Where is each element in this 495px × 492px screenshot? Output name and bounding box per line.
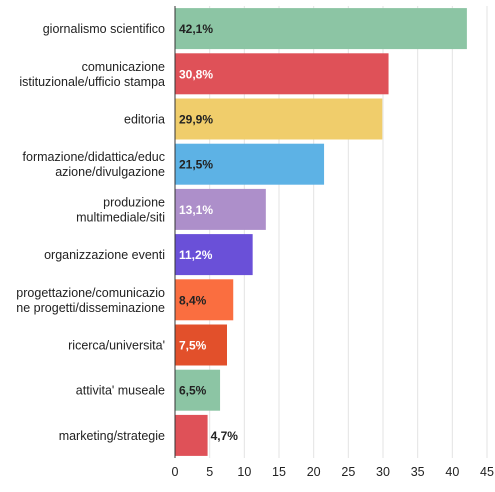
category-label: ricerca/universita' (68, 339, 165, 353)
data-label: 21,5% (179, 158, 213, 172)
value-labels: 42,1% 30,8% 29,9% 21,5% 13,1% 11,2% 8,4% 7,5% 6,… (179, 22, 238, 443)
category-label: comunicazione istituzionale/ufficio stamp… (19, 60, 165, 89)
x-tick-label: 20 (307, 465, 321, 479)
data-label: 7,5% (179, 339, 207, 353)
chart-bars (175, 8, 467, 456)
bar (175, 188, 266, 230)
x-tick-label: 35 (411, 465, 425, 479)
x-tick-label: 45 (480, 465, 494, 479)
category-label: produzione multimediale/siti (76, 195, 165, 224)
category-label: giornalismo scientifico (43, 22, 165, 36)
category-label: editoria (124, 113, 165, 127)
data-label: 42,1% (179, 22, 213, 36)
x-tick-label: 40 (445, 465, 459, 479)
bar (175, 414, 208, 456)
x-tick-label: 25 (341, 465, 355, 479)
bar (175, 98, 383, 140)
category-label: marketing/strategie (59, 429, 165, 443)
data-label: 4,7% (211, 429, 239, 443)
x-tick-label: 15 (272, 465, 286, 479)
bar (175, 234, 253, 276)
category-labels: giornalismo scientifico comunicazione isti… (16, 22, 165, 443)
bar (175, 143, 325, 185)
category-label: organizzazione eventi (44, 248, 165, 262)
category-label: formazione/didattica/educ azione/divulgaz… (23, 150, 165, 179)
bar (175, 8, 467, 50)
category-label: progettazione/comunicazio ne progetti/dis… (16, 286, 165, 315)
bar (175, 324, 227, 366)
data-label: 29,9% (179, 113, 213, 127)
data-label: 30,8% (179, 67, 213, 81)
x-tick-labels: 0 5 10 15 20 25 30 35 40 45 (172, 465, 494, 479)
x-tick-label: 30 (376, 465, 390, 479)
bar (175, 53, 389, 95)
data-label: 11,2% (179, 248, 213, 262)
bar (175, 369, 221, 411)
x-tick-label: 5 (206, 465, 213, 479)
category-label: attivita' museale (76, 384, 165, 398)
data-label: 8,4% (179, 293, 207, 307)
data-label: 6,5% (179, 384, 207, 398)
bar (175, 279, 234, 321)
data-label: 13,1% (179, 203, 213, 217)
x-tick-label: 0 (172, 465, 179, 479)
x-tick-label: 10 (237, 465, 251, 479)
